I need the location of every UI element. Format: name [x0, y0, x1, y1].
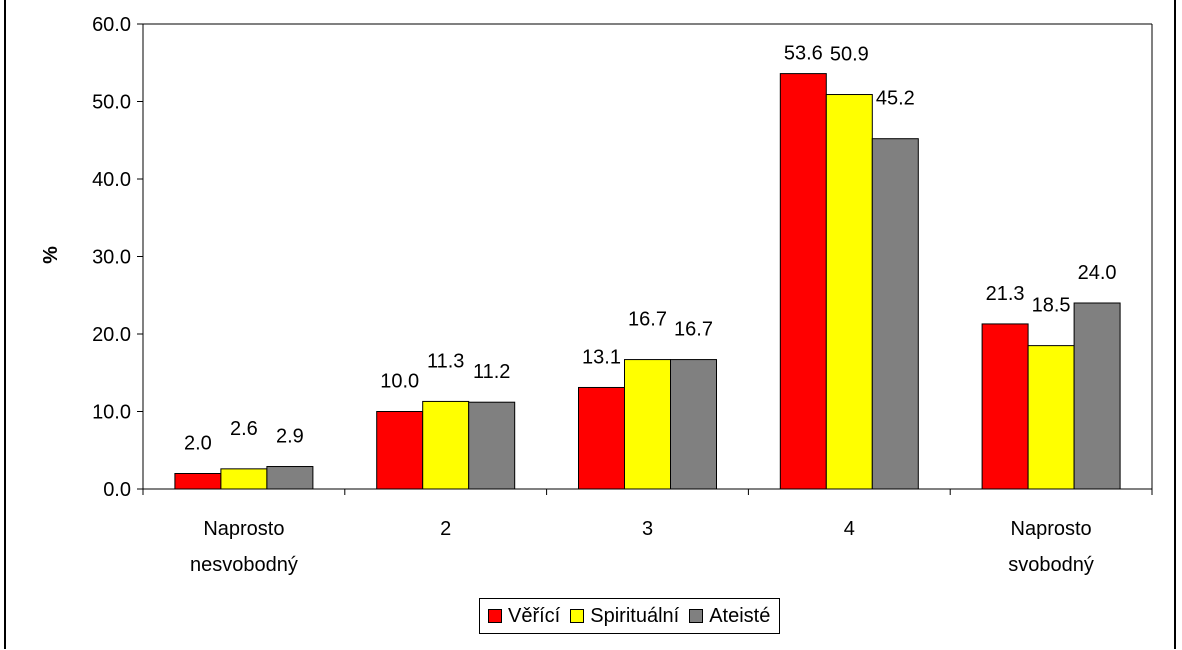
data-label: 24.0: [1078, 262, 1117, 284]
bar: [578, 386, 625, 490]
y-tick-label: 30.0: [92, 247, 131, 269]
chart-frame: [4, 0, 1176, 649]
data-label: 50.9: [830, 44, 869, 66]
x-category-label: svobodný: [1008, 554, 1094, 576]
legend-label: Spirituální: [590, 604, 680, 627]
y-tick-label: 10.0: [92, 402, 131, 424]
bar: [1073, 302, 1121, 490]
bar: [422, 400, 470, 490]
y-axis-title: %: [40, 246, 62, 264]
y-tick-label: 40.0: [92, 169, 131, 191]
bar: [266, 466, 314, 490]
x-category-label: Naprosto: [1011, 518, 1092, 540]
x-category-label: Naprosto: [203, 518, 284, 540]
data-label: 11.3: [427, 350, 464, 372]
legend-item: Spirituální: [570, 605, 679, 628]
bar: [220, 468, 268, 490]
y-tick-label: 0.0: [103, 479, 131, 501]
data-label: 2.6: [230, 418, 258, 440]
x-category-label: nesvobodný: [190, 554, 298, 576]
y-tick-label: 20.0: [92, 324, 131, 346]
data-label: 2.0: [184, 433, 212, 455]
bar: [376, 411, 424, 490]
bar: [871, 138, 919, 490]
legend: Věřící Spirituální Ateisté: [479, 598, 781, 634]
legend-label: Věřící: [508, 604, 561, 627]
data-label: 16.7: [674, 319, 713, 341]
x-category-label: 4: [844, 518, 855, 540]
chart-bars: [174, 73, 1121, 490]
bar: [670, 359, 717, 490]
data-label: 53.6: [784, 43, 823, 65]
data-label: 16.7: [628, 309, 667, 331]
bar: [468, 401, 516, 490]
data-label: 18.5: [1032, 295, 1071, 317]
legend-item: Věřící: [488, 605, 560, 628]
legend-swatch: [488, 609, 502, 623]
legend-swatch: [570, 609, 585, 623]
bar: [779, 73, 827, 490]
y-tick-label: 60.0: [92, 14, 131, 36]
bar: [1027, 345, 1075, 490]
bar: [174, 473, 222, 490]
data-label: 21.3: [986, 283, 1025, 305]
bar: [981, 323, 1029, 490]
legend-label: Ateisté: [709, 604, 771, 627]
bar: [825, 94, 873, 490]
data-label: 11.2: [473, 361, 510, 383]
x-category-label: 3: [642, 518, 653, 540]
data-label: 45.2: [876, 88, 915, 110]
legend-swatch: [689, 609, 704, 623]
data-label: 10.0: [380, 371, 419, 393]
data-label: 13.1: [582, 346, 621, 368]
legend-item: Ateisté: [689, 605, 770, 628]
bar: [624, 359, 671, 490]
x-category-label: 2: [440, 518, 451, 540]
data-label: 2.9: [276, 426, 304, 448]
y-tick-label: 50.0: [92, 92, 131, 114]
chart-data-labels: 2.0 10.0 13.1 53.6 21.3 2.6 11.3 16.7 50.9 18.5 2.…: [184, 43, 1117, 455]
chart-axes: 0.0 10.0 20.0 30.0 40.0 50.0 60.0 Naprosto nesvo…: [92, 14, 1153, 576]
